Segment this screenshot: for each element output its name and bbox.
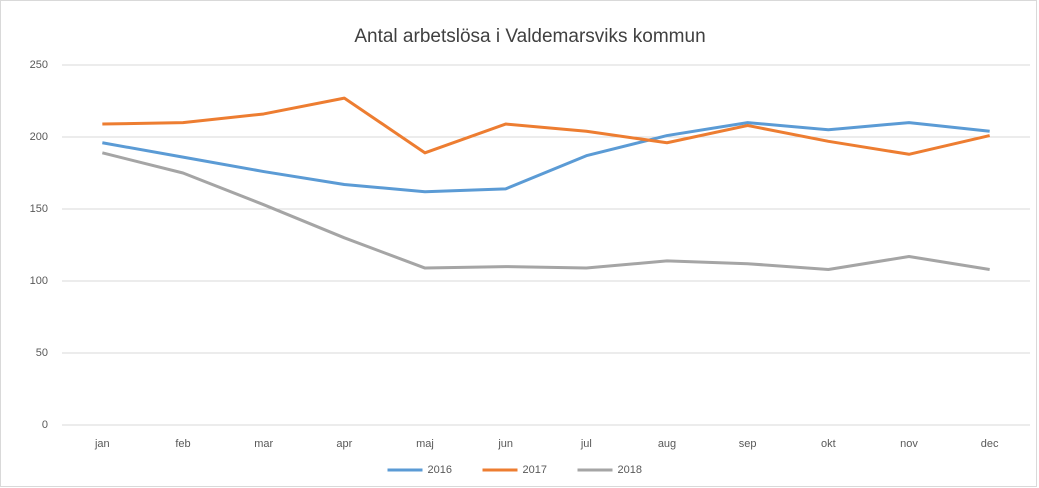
- x-tick-label: sep: [739, 438, 757, 450]
- x-tick-label: okt: [821, 438, 836, 450]
- x-tick-label: feb: [175, 438, 190, 450]
- x-tick-label: jul: [580, 438, 592, 450]
- x-tick-label: nov: [900, 438, 918, 450]
- y-tick-label: 0: [42, 419, 48, 431]
- y-tick-label: 250: [30, 59, 48, 71]
- y-tick-label: 150: [30, 203, 48, 215]
- x-tick-label: dec: [981, 438, 999, 450]
- line-series: [102, 121, 990, 194]
- line-series: [102, 96, 991, 156]
- x-tick-label: jan: [94, 438, 110, 450]
- legend-label: 2018: [618, 464, 642, 476]
- y-tick-label: 100: [30, 275, 48, 287]
- y-tick-label: 50: [36, 347, 48, 359]
- x-tick-label: jun: [497, 438, 513, 450]
- y-tick-label: 200: [30, 131, 48, 143]
- legend-label: 2017: [523, 464, 547, 476]
- x-tick-label: mar: [254, 438, 273, 450]
- x-tick-label: aug: [658, 438, 676, 450]
- line-series: [101, 151, 990, 271]
- x-tick-label: maj: [416, 438, 434, 450]
- chart-title: Antal arbetslösa i Valdemarsviks kommun: [354, 26, 705, 47]
- x-tick-label: apr: [336, 438, 352, 450]
- legend-label: 2016: [428, 464, 452, 476]
